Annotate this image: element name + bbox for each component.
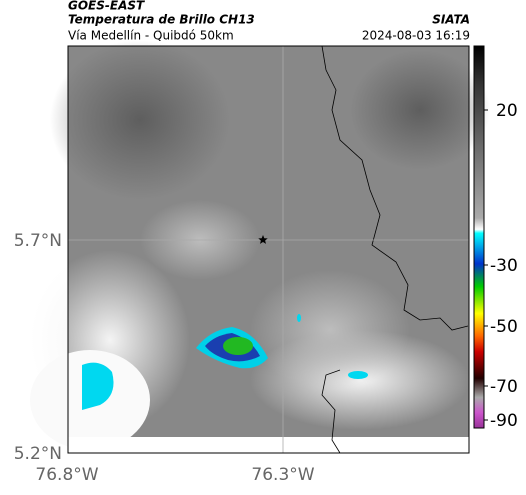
axes: 5.7°N 5.2°N 76.8°W 76.3°W: [14, 231, 315, 485]
colorbar-label: -50: [490, 317, 518, 337]
cloud-dark: [350, 50, 490, 170]
subtitle: Vía Medellín - Quibdó 50km: [68, 29, 234, 43]
colorbar: 20 -30 -50 -70 -90: [473, 45, 518, 431]
colorbar-label: -30: [490, 256, 518, 276]
lat-label: 5.7°N: [14, 231, 62, 251]
satellite-image: [30, 40, 490, 454]
cold-top: [297, 314, 301, 322]
agency: SIATA: [432, 13, 470, 27]
cloud-dark: [50, 40, 230, 200]
colorbar-label: -70: [490, 377, 518, 397]
header: GOES-EAST Temperatura de Brillo CH13 Vía…: [68, 0, 470, 43]
colorbar-label: -90: [490, 411, 518, 431]
cold-top: [223, 337, 253, 355]
cold-top: [348, 371, 368, 379]
lon-label: 76.8°W: [35, 465, 98, 485]
lat-label: 5.2°N: [14, 444, 62, 464]
cloud-bright: [250, 270, 410, 390]
title: Temperatura de Brillo CH13: [68, 13, 255, 27]
map-frame: [67, 45, 470, 454]
border: [321, 45, 469, 331]
cold-top: [82, 362, 114, 410]
border: [321, 369, 341, 454]
colorbar-label: 20: [496, 101, 518, 121]
colorbar-scale: [473, 45, 485, 429]
timestamp: 2024-08-03 16:19: [362, 29, 470, 43]
location-marker: [258, 235, 268, 244]
lon-label: 76.3°W: [251, 465, 314, 485]
no-data: [68, 437, 469, 453]
source: GOES-EAST: [68, 0, 145, 13]
